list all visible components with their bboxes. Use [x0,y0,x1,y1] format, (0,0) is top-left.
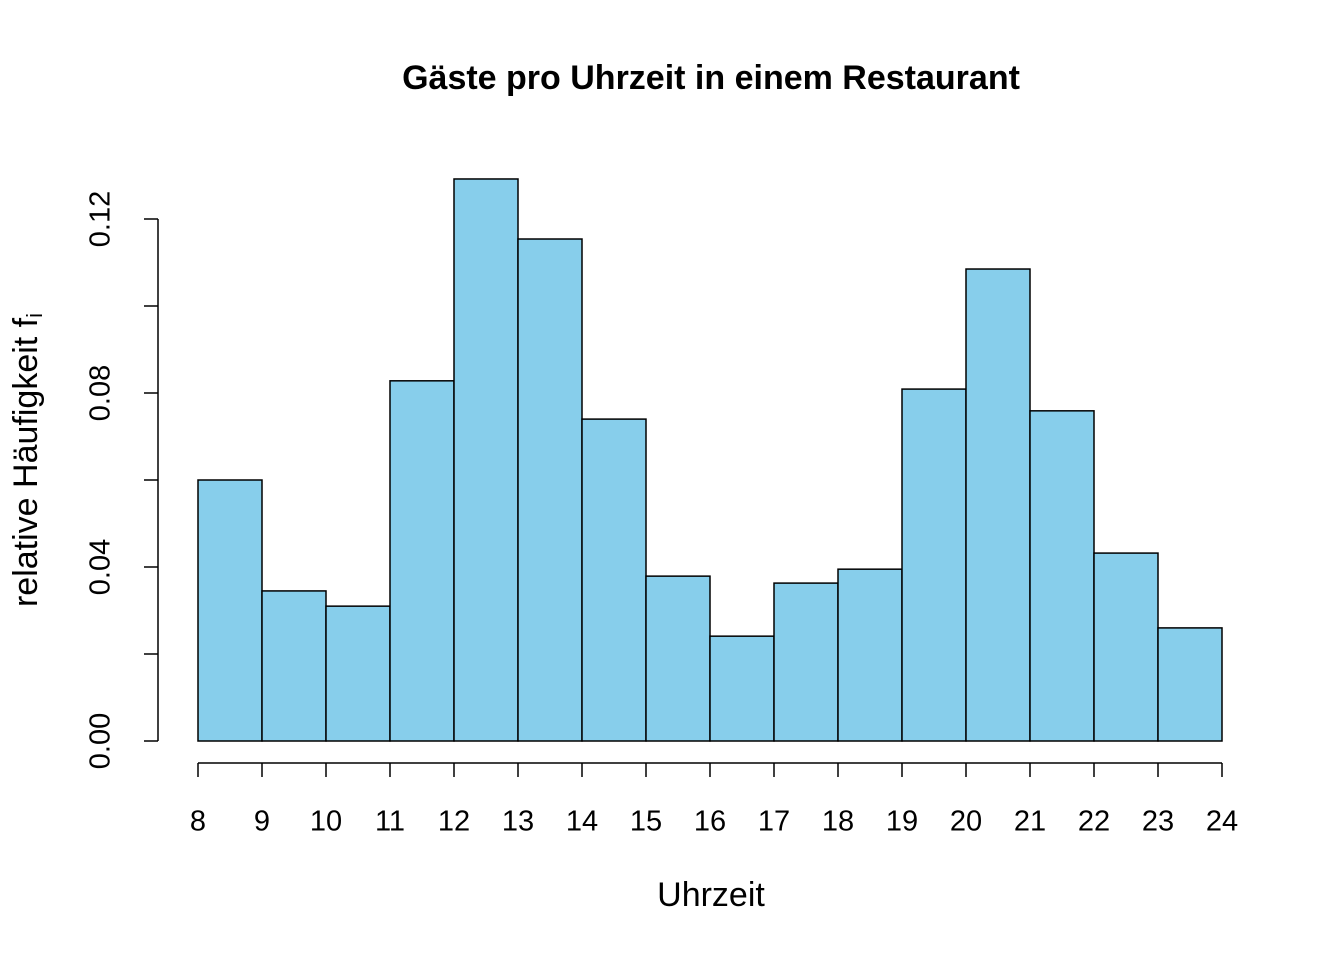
x-tick-label: 23 [1142,806,1174,838]
y-tick-label: 0.08 [85,365,117,421]
x-tick-label: 14 [566,806,598,838]
bar [453,178,519,742]
bar [1029,410,1095,742]
bar [773,582,839,742]
bar [261,590,327,742]
bar [1157,627,1223,742]
x-tick-label: 8 [190,806,206,838]
y-tick-label: 0.04 [85,539,117,595]
x-tick-label: 20 [950,806,982,838]
x-tick-label: 21 [1014,806,1046,838]
bar [325,605,391,742]
x-tick-label: 12 [438,806,470,838]
x-tick-label: 15 [630,806,662,838]
x-tick-label: 13 [502,806,534,838]
y-tick-label: 0.00 [85,713,117,769]
bar [645,575,711,742]
x-tick-label: 22 [1078,806,1110,838]
x-tick-label: 17 [758,806,790,838]
x-axis-label: Uhrzeit [657,876,765,914]
x-tick-label: 18 [822,806,854,838]
bar [197,479,263,742]
bar [837,568,903,742]
x-tick-label: 19 [886,806,918,838]
x-tick-label: 10 [310,806,342,838]
y-tick-label: 0.12 [85,191,117,247]
bar [965,268,1031,742]
bar [517,238,583,742]
x-tick-label: 11 [375,806,405,838]
bar [709,635,775,742]
y-axis-label: relative Häufigkeit fi [7,313,47,607]
y-axis-label-main: relative Häufigkeit f [7,317,45,607]
chart-title: Gäste pro Uhrzeit in einem Restaurant [402,59,1020,97]
x-tick-label: 9 [254,806,270,838]
y-axis-label-subscript: i [22,313,47,318]
bar [389,380,455,742]
bar [581,418,647,742]
x-tick-label: 16 [694,806,726,838]
bar [901,388,967,742]
x-tick-label: 24 [1206,806,1238,838]
bar [1093,552,1159,742]
